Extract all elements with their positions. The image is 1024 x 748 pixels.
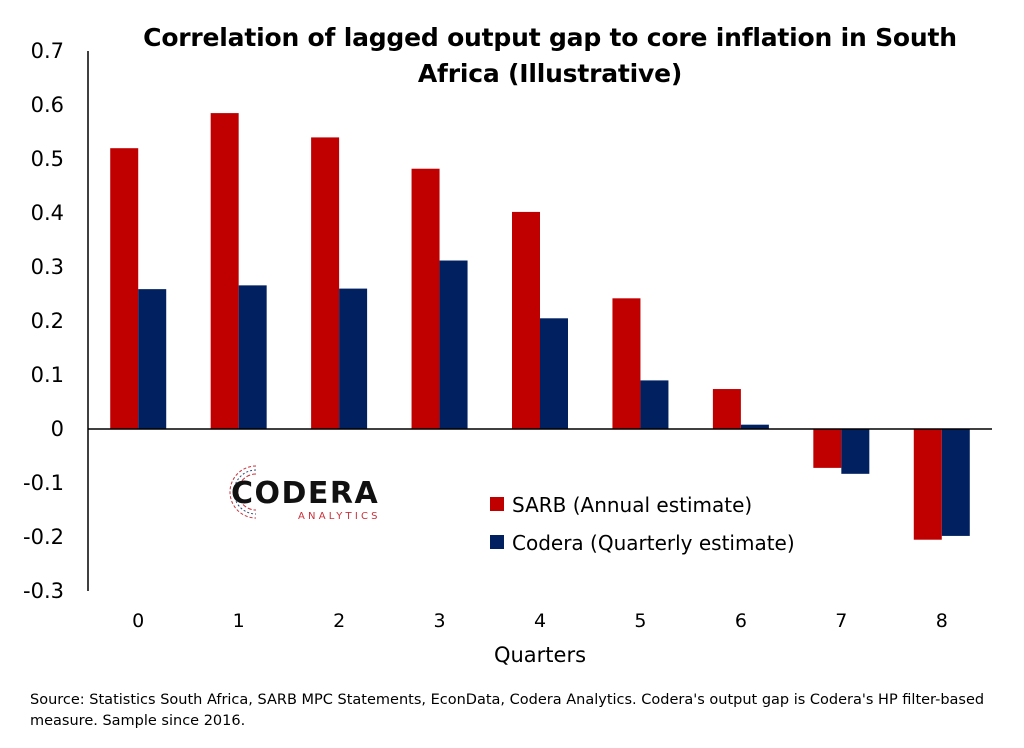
codera-bar-3 <box>439 260 468 429</box>
sarb-bar-3 <box>411 168 440 429</box>
codera-bar-6 <box>740 424 769 429</box>
sarb-bar-6 <box>712 389 741 429</box>
x-axis-ticks: 0 1 2 3 4 5 6 7 8 <box>132 610 948 632</box>
bar-chart: 0.7 0.6 0.5 0.4 0.3 0.2 0.1 0 -0.1 -0.2 -0.3 0 1 2 3 4… <box>23 39 992 667</box>
sarb-bar-4 <box>512 211 540 429</box>
codera-bar-0 <box>138 289 167 429</box>
x-tick-label: 4 <box>534 610 546 632</box>
x-tick-label: 7 <box>835 610 847 632</box>
y-tick-label: 0.1 <box>31 363 64 387</box>
codera-logo: CODERA ANALYTICS <box>222 460 392 524</box>
y-tick-label: -0.2 <box>23 525 64 549</box>
y-tick-label: 0.3 <box>31 255 64 279</box>
sarb-bar-7 <box>813 429 842 468</box>
bars <box>110 113 970 540</box>
y-axis-ticks: 0.7 0.6 0.5 0.4 0.3 0.2 0.1 0 -0.1 -0.2 -0.3 <box>23 39 64 603</box>
legend-swatch <box>490 497 504 511</box>
x-tick-label: 3 <box>434 610 446 632</box>
y-tick-label: 0.4 <box>31 201 64 225</box>
sarb-bar-2 <box>311 137 340 429</box>
x-tick-label: 5 <box>634 610 646 632</box>
x-tick-label: 8 <box>936 610 948 632</box>
codera-bar-2 <box>339 288 368 429</box>
legend-swatch <box>490 535 504 549</box>
y-tick-label: 0.2 <box>31 309 64 333</box>
codera-bar-4 <box>540 318 568 429</box>
sarb-bar-0 <box>110 148 139 429</box>
chart-title: Correlation of lagged output gap to core… <box>143 23 957 88</box>
sarb-bar-1 <box>210 113 239 429</box>
codera-bar-8 <box>941 429 970 536</box>
logo-wordmark: CODERA <box>231 476 380 511</box>
x-tick-label: 0 <box>132 610 144 632</box>
x-axis-title: Quarters <box>494 643 586 667</box>
sarb-bar-8 <box>913 429 942 540</box>
source-note: Source: Statistics South Africa, SARB MP… <box>30 692 985 729</box>
x-tick-label: 1 <box>233 610 245 632</box>
x-tick-label: 6 <box>735 610 747 632</box>
y-tick-label: 0.6 <box>31 93 64 117</box>
codera-arc-icon <box>229 465 257 519</box>
x-tick-label: 2 <box>333 610 345 632</box>
legend: SARB (Annual estimate) Codera (Quarterly … <box>490 493 795 555</box>
codera-bar-5 <box>640 380 669 429</box>
codera-bar-7 <box>841 429 870 474</box>
sarb-bar-5 <box>612 298 641 429</box>
legend-label: SARB (Annual estimate) <box>512 493 752 517</box>
y-tick-label: 0.5 <box>31 147 64 171</box>
legend-label: Codera (Quarterly estimate) <box>512 531 795 555</box>
codera-bar-1 <box>238 285 267 429</box>
y-tick-label: 0.7 <box>31 39 64 63</box>
y-tick-label: -0.1 <box>23 471 64 495</box>
y-tick-label: -0.3 <box>23 579 64 603</box>
logo-tagline: ANALYTICS <box>298 511 381 522</box>
y-tick-label: 0 <box>51 417 64 441</box>
